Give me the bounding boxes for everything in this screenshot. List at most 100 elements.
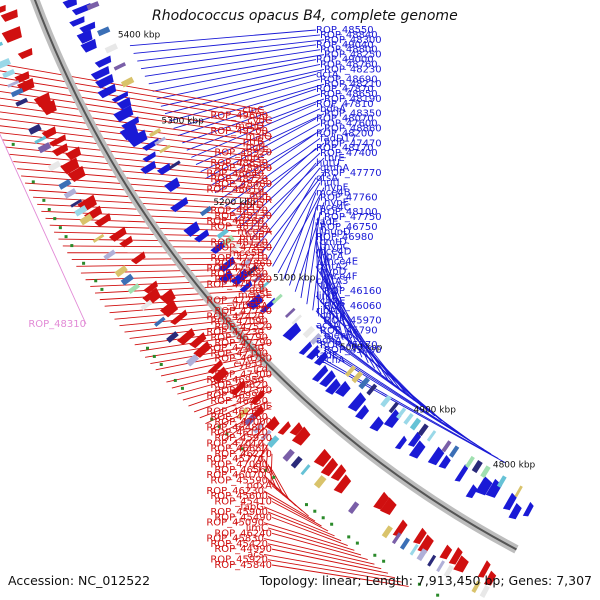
forward-cds-block <box>355 404 370 420</box>
gene-label: ROP_49200 <box>210 126 268 137</box>
gene-label: ROP_46220 <box>214 449 272 460</box>
gene-label: ROP_47080 <box>210 459 268 470</box>
rna-marker <box>94 279 98 283</box>
gene-label: ROP_46560 <box>214 465 272 476</box>
rna-marker <box>58 226 62 230</box>
feature-track-block <box>97 26 111 37</box>
gene-label: ROP_45970 <box>324 316 382 327</box>
feature-track-block <box>253 272 265 283</box>
forward-cds-block <box>90 66 110 81</box>
feature-track-block <box>409 543 419 556</box>
forward-cds-block <box>230 268 249 286</box>
feature-track-block <box>427 554 437 567</box>
gene-label: ROP_48170 <box>316 143 374 154</box>
rna-marker <box>100 287 104 291</box>
gene-label: purC <box>240 153 264 164</box>
gene-label: ROP_46060 <box>324 301 382 312</box>
feature-track-block <box>127 283 141 295</box>
reverse-cds-block <box>142 287 161 306</box>
feature-track-block <box>246 264 259 276</box>
gene-label: ROP_48200 <box>316 128 374 139</box>
leader-line <box>129 321 269 339</box>
leader-line <box>240 427 265 459</box>
backbone-core <box>33 0 517 551</box>
leader-line <box>267 527 362 556</box>
forward-cds-block <box>210 239 227 254</box>
leader-line <box>271 532 368 561</box>
feature-track-block <box>216 228 229 240</box>
forward-cds-block <box>76 29 93 44</box>
feature-track-block <box>149 128 162 138</box>
feature-track-block <box>37 142 52 154</box>
feature-track-block <box>267 435 280 448</box>
feature-track-block <box>15 97 29 107</box>
feature-track-block <box>282 448 295 462</box>
feature-track-block <box>120 273 134 286</box>
leader-line <box>193 384 269 413</box>
gene-label: fadE <box>316 217 338 228</box>
leader-line <box>0 70 269 116</box>
feature-track-block <box>358 376 371 390</box>
gene-label: ROP_48480 <box>214 179 272 190</box>
rna-marker <box>173 378 177 382</box>
forward-cds-block <box>218 269 234 284</box>
gene-label: ROP_45590 <box>210 475 268 486</box>
forward-cds-block <box>95 73 114 89</box>
gene-label: ROP_46230 <box>206 486 264 497</box>
leader-line <box>263 538 375 565</box>
forward-cds-block <box>80 38 97 53</box>
gene-label: cydC <box>247 116 272 127</box>
leader-line <box>119 310 273 327</box>
gene-label: ROP_47510 <box>206 280 264 291</box>
leader-line <box>234 421 273 453</box>
gene-label: ROP_45420 <box>210 539 268 550</box>
gene-label: ROP_48920 <box>214 147 272 158</box>
gene-label: ROP_48640 <box>206 168 264 179</box>
rna-marker <box>11 142 15 146</box>
leader-line <box>80 268 265 274</box>
forward-cds-block <box>314 351 329 366</box>
gene-label: ROP_48210 <box>324 79 382 90</box>
feature-track-block <box>140 299 153 311</box>
feature-track-block <box>409 417 422 431</box>
feature-track-block <box>496 475 507 488</box>
leader-line <box>263 553 395 579</box>
gene-label: ROP_48370 <box>210 206 268 217</box>
leader-line <box>160 352 269 377</box>
gene-label: ROP_48230 <box>324 64 382 75</box>
leader-line <box>271 469 291 501</box>
leader-line <box>266 177 317 261</box>
gene-label: malQ <box>245 131 272 142</box>
forward-cds-block <box>142 151 156 162</box>
gene-label: ROP_45830 <box>206 534 264 545</box>
gene-label: mce4F <box>324 271 358 282</box>
leader-line <box>182 374 273 401</box>
leader-line <box>300 207 317 299</box>
gene-label: ROP_46750 <box>320 222 378 233</box>
gene-label: ROP_46950 <box>206 375 264 386</box>
kbp-tick-label: 5000 kbp <box>340 343 383 353</box>
gene-label: ROP_44990 <box>214 544 272 555</box>
gene-label: ROP_48550 <box>316 25 374 36</box>
gene-label: cyp51 <box>234 359 265 370</box>
leader-line <box>258 443 265 475</box>
gene-label: ROP_45840 <box>214 560 272 571</box>
gene-label: ROP_45920 <box>210 555 268 566</box>
forward-cds-block <box>142 138 160 151</box>
feature-track-block <box>79 213 94 226</box>
leader-line <box>129 29 317 47</box>
rna-marker <box>225 432 229 436</box>
gene-label: ribA <box>316 306 336 317</box>
leader-line <box>140 44 317 70</box>
forward-cds-block <box>194 229 210 243</box>
kbp-tick-label: 4900 kbp <box>414 406 457 416</box>
gene-label: ROP_47010 <box>206 438 264 449</box>
rna-marker <box>321 516 325 520</box>
gene-label: fadE <box>316 350 338 361</box>
gene-label: clpC <box>242 105 264 116</box>
forward-cds-block <box>140 160 157 174</box>
reverse-cds-block <box>193 340 211 358</box>
gene-label: ROP_48190 <box>324 94 382 105</box>
gene-label: ROP_47860 <box>214 258 272 269</box>
